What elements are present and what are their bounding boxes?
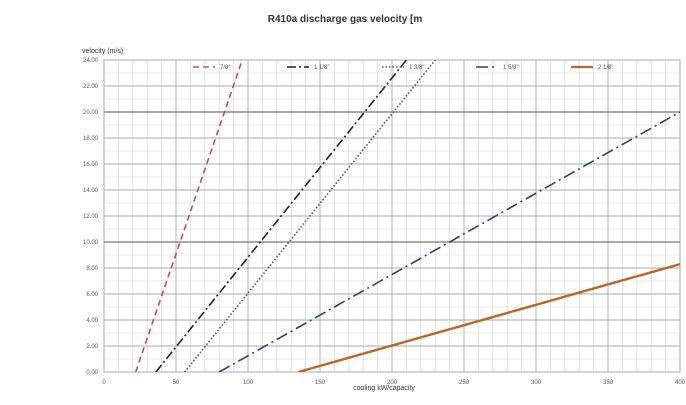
y-tick-label: 0.00 xyxy=(86,370,98,376)
y-tick-label: 12.00 xyxy=(83,214,99,220)
series-line xyxy=(218,111,680,372)
y-tick-label: 18.00 xyxy=(83,136,99,142)
legend-label: 1 3/8" xyxy=(409,65,424,71)
x-tick-label: 50 xyxy=(173,380,180,386)
x-tick-label: 200 xyxy=(387,380,398,386)
series-line xyxy=(155,60,408,372)
legend: 7/8" 1 1/8" 1 3/8" 1 5/8" 2 1/8" xyxy=(193,65,613,71)
y-axis-title: velocity (m/s) xyxy=(82,48,123,55)
x-tick-label: 250 xyxy=(459,380,470,386)
y-tick-label: 24.00 xyxy=(83,58,99,64)
y-tick-label: 22.00 xyxy=(83,84,99,90)
y-tick-label: 16.00 xyxy=(83,162,99,168)
grid xyxy=(103,59,681,373)
y-tick-label: 6.00 xyxy=(86,292,98,298)
y-tick-label: 14.00 xyxy=(83,188,99,194)
x-tick-label: 0 xyxy=(102,380,106,386)
tick-labels: 0.00 2.00 4.00 6.00 8.00 10.00 12.00 14.00 16.00… xyxy=(83,58,686,386)
legend-label: 1 5/8" xyxy=(503,65,518,71)
chart-title: R410a discharge gas velocity [m xyxy=(268,14,423,25)
series-group xyxy=(134,60,680,372)
x-tick-label: 350 xyxy=(603,380,614,386)
x-tick-label: 150 xyxy=(315,380,326,386)
y-tick-label: 20.00 xyxy=(83,110,99,116)
y-tick-label: 4.00 xyxy=(86,318,98,324)
y-tick-label: 2.00 xyxy=(86,344,98,350)
x-tick-label: 400 xyxy=(675,380,686,386)
x-axis-title: cooling kW/capacity xyxy=(353,385,415,392)
legend-label: 2 1/8" xyxy=(598,65,613,71)
series-line xyxy=(184,60,436,372)
legend-label: 1 1/8" xyxy=(314,65,329,71)
x-tick-label: 100 xyxy=(243,380,254,386)
y-tick-label: 8.00 xyxy=(86,266,98,272)
legend-label: 7/8" xyxy=(220,65,230,71)
series-line xyxy=(298,262,680,372)
y-tick-label: 10.00 xyxy=(83,240,99,246)
x-tick-label: 300 xyxy=(531,380,542,386)
series-line xyxy=(134,60,243,372)
